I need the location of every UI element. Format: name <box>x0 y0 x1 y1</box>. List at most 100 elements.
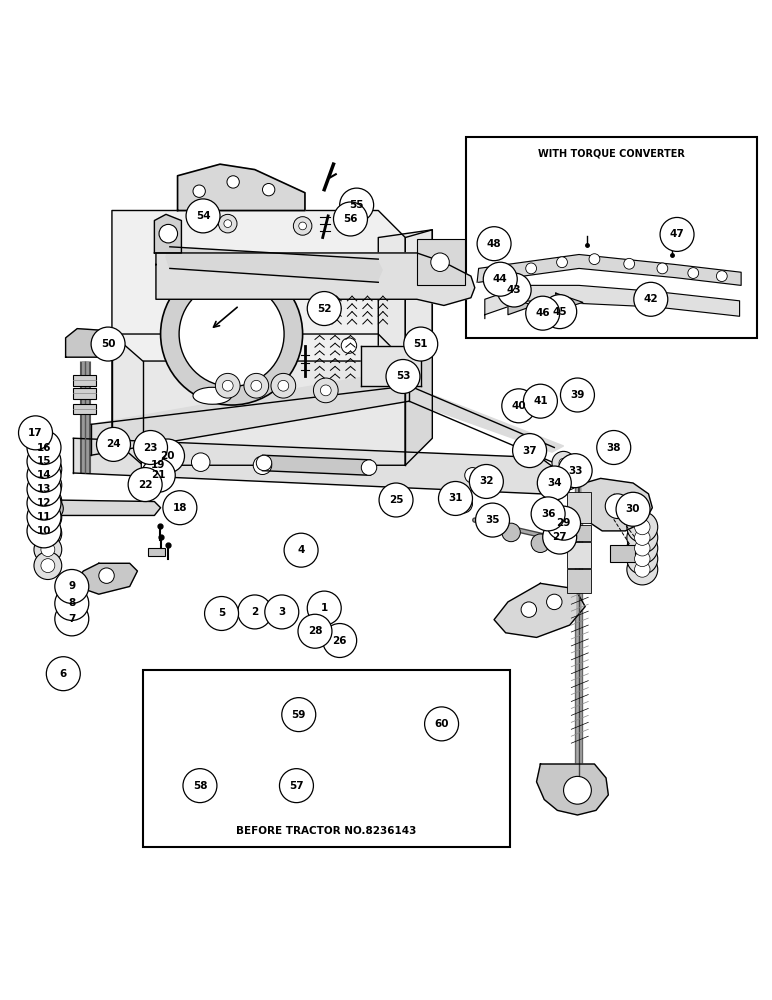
Circle shape <box>597 431 631 464</box>
Circle shape <box>476 503 510 537</box>
Text: 22: 22 <box>138 480 152 490</box>
Circle shape <box>27 486 61 520</box>
Text: 51: 51 <box>414 339 428 349</box>
Polygon shape <box>477 255 741 285</box>
Circle shape <box>341 338 357 353</box>
Circle shape <box>554 515 573 534</box>
Circle shape <box>616 492 650 526</box>
Circle shape <box>163 491 197 525</box>
Circle shape <box>41 462 55 476</box>
Circle shape <box>502 389 536 423</box>
Text: 12: 12 <box>37 498 51 508</box>
Circle shape <box>530 304 551 326</box>
Circle shape <box>99 568 114 583</box>
Circle shape <box>635 530 650 545</box>
Circle shape <box>55 602 89 636</box>
Ellipse shape <box>193 387 232 404</box>
Text: 8: 8 <box>68 598 76 608</box>
Text: 53: 53 <box>396 371 410 381</box>
Circle shape <box>128 468 162 502</box>
Circle shape <box>134 431 168 464</box>
Polygon shape <box>579 478 652 531</box>
Circle shape <box>477 227 511 261</box>
Circle shape <box>320 385 331 396</box>
FancyBboxPatch shape <box>417 239 465 285</box>
Circle shape <box>340 188 374 222</box>
Polygon shape <box>86 376 409 455</box>
Text: 5: 5 <box>218 608 225 618</box>
Text: 1: 1 <box>320 603 328 613</box>
Polygon shape <box>76 563 137 594</box>
FancyBboxPatch shape <box>567 569 591 593</box>
Circle shape <box>191 453 210 471</box>
Text: 39: 39 <box>571 390 584 400</box>
Circle shape <box>523 384 557 418</box>
Text: 59: 59 <box>292 710 306 720</box>
Circle shape <box>224 220 232 227</box>
Circle shape <box>605 494 630 519</box>
Circle shape <box>589 254 600 265</box>
Circle shape <box>558 454 592 488</box>
Circle shape <box>27 514 61 548</box>
Circle shape <box>199 211 218 230</box>
Text: 30: 30 <box>626 504 640 514</box>
Polygon shape <box>112 211 405 361</box>
Circle shape <box>141 448 175 482</box>
Circle shape <box>526 296 560 330</box>
Circle shape <box>548 529 567 548</box>
Circle shape <box>635 562 650 577</box>
Circle shape <box>34 552 62 580</box>
Text: 17: 17 <box>29 428 42 438</box>
Circle shape <box>535 309 546 320</box>
Polygon shape <box>156 253 475 305</box>
Circle shape <box>627 554 658 585</box>
Circle shape <box>41 527 55 540</box>
Circle shape <box>141 458 175 492</box>
Circle shape <box>218 214 237 233</box>
Text: 26: 26 <box>333 636 347 646</box>
Circle shape <box>27 458 61 492</box>
Circle shape <box>41 543 55 556</box>
Circle shape <box>624 258 635 269</box>
FancyBboxPatch shape <box>567 542 591 568</box>
Circle shape <box>531 534 550 552</box>
Circle shape <box>256 455 272 471</box>
Text: 7: 7 <box>68 614 76 624</box>
Text: 45: 45 <box>553 307 567 317</box>
Circle shape <box>282 698 316 732</box>
Polygon shape <box>508 298 534 315</box>
Circle shape <box>27 472 61 506</box>
Text: 4: 4 <box>297 545 305 555</box>
Circle shape <box>151 439 185 473</box>
Circle shape <box>222 380 233 391</box>
Circle shape <box>271 373 296 398</box>
Circle shape <box>244 373 269 398</box>
Circle shape <box>496 269 507 280</box>
Text: 11: 11 <box>37 512 51 522</box>
Circle shape <box>265 595 299 629</box>
Circle shape <box>547 506 581 540</box>
Text: 60: 60 <box>435 719 449 729</box>
Text: 40: 40 <box>512 401 526 411</box>
Text: 58: 58 <box>193 781 207 791</box>
Circle shape <box>293 217 312 235</box>
Circle shape <box>238 595 272 629</box>
Circle shape <box>19 416 52 450</box>
Circle shape <box>556 467 579 490</box>
Text: 27: 27 <box>553 532 567 542</box>
Text: 25: 25 <box>389 495 403 505</box>
Polygon shape <box>361 346 421 386</box>
Circle shape <box>635 541 650 556</box>
Circle shape <box>660 217 694 251</box>
Text: 52: 52 <box>317 304 331 314</box>
Circle shape <box>635 519 650 535</box>
Text: 48: 48 <box>487 239 501 249</box>
Polygon shape <box>485 285 740 319</box>
Polygon shape <box>405 334 432 465</box>
Circle shape <box>521 602 537 617</box>
Circle shape <box>299 222 306 230</box>
Text: 13: 13 <box>37 484 51 494</box>
Polygon shape <box>537 764 608 815</box>
Text: 10: 10 <box>37 526 51 536</box>
Circle shape <box>41 478 55 492</box>
